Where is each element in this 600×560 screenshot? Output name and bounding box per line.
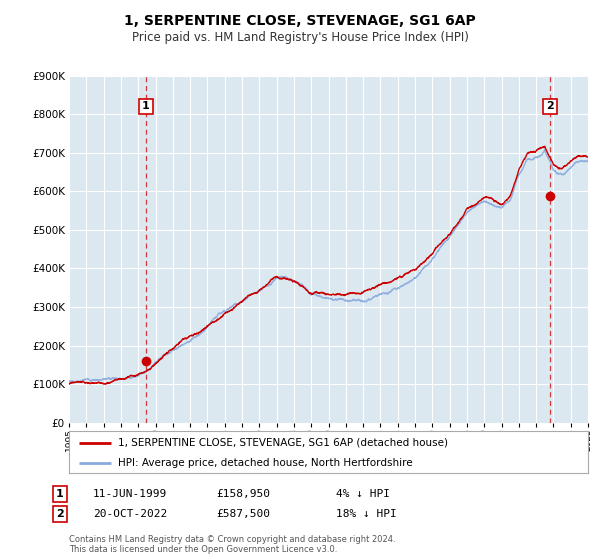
Text: 1, SERPENTINE CLOSE, STEVENAGE, SG1 6AP: 1, SERPENTINE CLOSE, STEVENAGE, SG1 6AP — [124, 14, 476, 28]
Text: 2: 2 — [56, 509, 64, 519]
Text: £587,500: £587,500 — [216, 509, 270, 519]
Text: 11-JUN-1999: 11-JUN-1999 — [93, 489, 167, 499]
Text: 1: 1 — [142, 101, 150, 111]
Text: 1, SERPENTINE CLOSE, STEVENAGE, SG1 6AP (detached house): 1, SERPENTINE CLOSE, STEVENAGE, SG1 6AP … — [118, 438, 448, 448]
Text: HPI: Average price, detached house, North Hertfordshire: HPI: Average price, detached house, Nort… — [118, 458, 413, 468]
Text: 18% ↓ HPI: 18% ↓ HPI — [336, 509, 397, 519]
Text: 20-OCT-2022: 20-OCT-2022 — [93, 509, 167, 519]
Text: Price paid vs. HM Land Registry's House Price Index (HPI): Price paid vs. HM Land Registry's House … — [131, 31, 469, 44]
Text: 1: 1 — [56, 489, 64, 499]
Text: 4% ↓ HPI: 4% ↓ HPI — [336, 489, 390, 499]
Text: This data is licensed under the Open Government Licence v3.0.: This data is licensed under the Open Gov… — [69, 545, 337, 554]
Text: 2: 2 — [546, 101, 554, 111]
Text: Contains HM Land Registry data © Crown copyright and database right 2024.: Contains HM Land Registry data © Crown c… — [69, 535, 395, 544]
Text: £158,950: £158,950 — [216, 489, 270, 499]
